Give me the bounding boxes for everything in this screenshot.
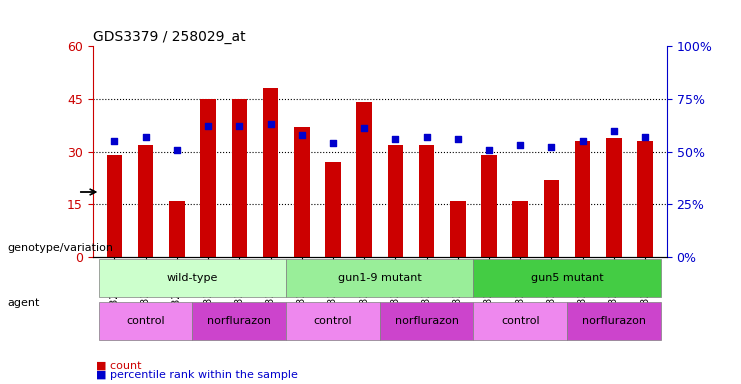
- Bar: [325, 162, 341, 257]
- Bar: [544, 180, 559, 257]
- Point: [140, 134, 152, 140]
- Point: [108, 138, 120, 144]
- Bar: [606, 137, 622, 257]
- Bar: [388, 145, 403, 257]
- Point: [545, 144, 557, 151]
- Bar: [356, 103, 372, 257]
- Text: norflurazon: norflurazon: [394, 316, 459, 326]
- FancyBboxPatch shape: [473, 302, 567, 340]
- Text: wild-type: wild-type: [167, 273, 218, 283]
- Text: gun5 mutant: gun5 mutant: [531, 273, 603, 283]
- Point: [608, 127, 619, 134]
- Text: ■ percentile rank within the sample: ■ percentile rank within the sample: [96, 370, 298, 380]
- Bar: [263, 88, 279, 257]
- Bar: [450, 201, 465, 257]
- Point: [576, 138, 588, 144]
- Point: [390, 136, 402, 142]
- Text: ■ count: ■ count: [96, 361, 142, 371]
- FancyBboxPatch shape: [99, 302, 193, 340]
- Text: genotype/variation: genotype/variation: [7, 243, 113, 253]
- FancyBboxPatch shape: [99, 260, 286, 298]
- Point: [421, 134, 433, 140]
- Bar: [637, 141, 653, 257]
- Text: agent: agent: [7, 298, 40, 308]
- Text: control: control: [313, 316, 352, 326]
- FancyBboxPatch shape: [193, 302, 286, 340]
- Point: [265, 121, 276, 127]
- Bar: [481, 155, 496, 257]
- Point: [452, 136, 464, 142]
- Point: [639, 134, 651, 140]
- FancyBboxPatch shape: [286, 302, 379, 340]
- Point: [483, 146, 495, 152]
- Bar: [200, 99, 216, 257]
- Bar: [294, 127, 310, 257]
- Text: control: control: [501, 316, 539, 326]
- Text: norflurazon: norflurazon: [582, 316, 646, 326]
- Point: [296, 132, 308, 138]
- Point: [202, 123, 214, 129]
- Text: norflurazon: norflurazon: [207, 316, 271, 326]
- Bar: [107, 155, 122, 257]
- Point: [233, 123, 245, 129]
- Bar: [575, 141, 591, 257]
- Text: control: control: [127, 316, 165, 326]
- Bar: [513, 201, 528, 257]
- Bar: [138, 145, 153, 257]
- FancyBboxPatch shape: [567, 302, 661, 340]
- Point: [358, 125, 370, 131]
- FancyBboxPatch shape: [379, 302, 473, 340]
- FancyBboxPatch shape: [473, 260, 661, 298]
- Bar: [231, 99, 247, 257]
- Bar: [419, 145, 434, 257]
- FancyBboxPatch shape: [286, 260, 473, 298]
- Point: [327, 140, 339, 146]
- Point: [514, 142, 526, 149]
- Text: gun1-9 mutant: gun1-9 mutant: [338, 273, 422, 283]
- Bar: [169, 201, 185, 257]
- Point: [171, 146, 183, 152]
- Text: GDS3379 / 258029_at: GDS3379 / 258029_at: [93, 30, 245, 44]
